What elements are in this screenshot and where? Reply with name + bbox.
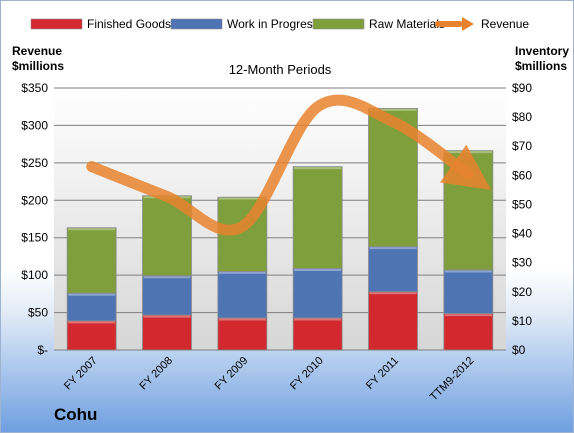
right-tick-label: $50 — [512, 197, 532, 211]
legend-label: Raw Materials — [369, 17, 445, 31]
right-tick-label: $30 — [512, 256, 532, 270]
bar-segment — [292, 268, 343, 319]
right-tick-label: $40 — [512, 227, 532, 241]
left-axis-title: $millions — [12, 59, 64, 73]
category-label: FY 2010 — [288, 355, 326, 393]
left-axis-title: Revenue — [12, 44, 62, 58]
legend-swatch — [30, 18, 83, 30]
legend-swatch — [170, 18, 223, 30]
bar-segment — [368, 246, 418, 293]
bar-segment — [217, 270, 268, 319]
plot-area — [54, 88, 506, 350]
category-label: FY 2009 — [213, 355, 251, 393]
right-tick-label: $10 — [512, 314, 532, 328]
legend-label: Revenue — [481, 17, 529, 31]
bar-segment — [292, 166, 343, 269]
left-tick-label: $200 — [21, 193, 48, 207]
bar-segment — [217, 317, 268, 351]
right-tick-label: $20 — [512, 285, 532, 299]
right-tick-label: $90 — [512, 81, 532, 95]
category-label: TTM9-2012 — [428, 355, 477, 404]
right-tick-label: $80 — [512, 110, 532, 124]
right-axis-title: Inventory — [515, 44, 569, 58]
right-axis-title: $millions — [515, 59, 567, 73]
bar-segment — [292, 317, 343, 351]
right-tick-label: $60 — [512, 168, 532, 182]
bar-segment — [142, 314, 192, 351]
legend-label: Work in Progress — [227, 17, 319, 31]
legend-swatch — [312, 18, 365, 30]
right-tick-label: $0 — [512, 343, 526, 357]
bar-segment — [66, 292, 117, 322]
category-label: FY 2011 — [364, 355, 401, 392]
left-tick-label: $- — [37, 343, 48, 357]
bar-segment — [368, 291, 418, 351]
category-label: FY 2008 — [137, 355, 175, 393]
revenue-line — [86, 94, 492, 236]
left-tick-label: $300 — [21, 118, 48, 132]
chart-title: 12-Month Periods — [229, 62, 332, 77]
bar-segment — [443, 313, 494, 351]
company-name: Cohu — [54, 405, 98, 424]
bar-segment — [142, 275, 192, 316]
bar-segment — [66, 320, 117, 351]
left-tick-label: $150 — [21, 231, 48, 245]
left-tick-label: $350 — [21, 81, 48, 95]
legend-label: Finished Goods — [87, 17, 171, 31]
bar-segment — [443, 269, 494, 315]
left-tick-label: $250 — [21, 156, 48, 170]
category-label: FY 2007 — [62, 355, 100, 393]
legend-swatch-arrow — [462, 17, 474, 31]
left-tick-label: $50 — [28, 306, 48, 320]
bar-segment — [66, 227, 117, 294]
left-tick-label: $100 — [21, 268, 48, 282]
right-tick-label: $70 — [512, 139, 532, 153]
